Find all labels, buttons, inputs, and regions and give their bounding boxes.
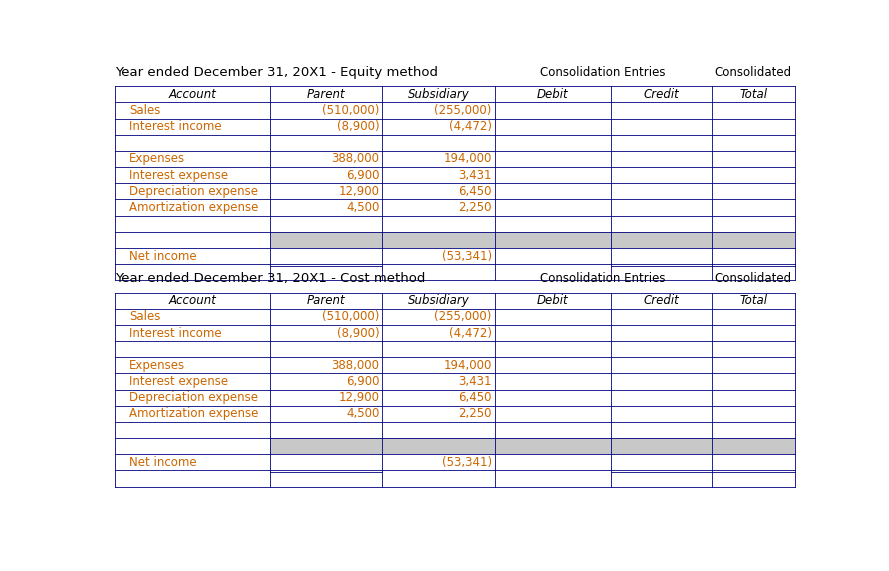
Text: 3,431: 3,431 <box>458 168 492 182</box>
Bar <box>115 216 795 232</box>
Bar <box>712 438 795 455</box>
Text: Debit: Debit <box>537 88 569 101</box>
Text: Depreciation expense: Depreciation expense <box>129 391 258 404</box>
Text: Debit: Debit <box>537 294 569 307</box>
Bar <box>712 232 795 248</box>
Bar <box>611 438 712 455</box>
Text: (53,341): (53,341) <box>442 456 492 469</box>
Text: Expenses: Expenses <box>129 359 185 372</box>
Bar <box>115 119 795 135</box>
Bar <box>270 232 382 248</box>
Bar <box>115 248 795 264</box>
Text: 388,000: 388,000 <box>332 152 380 166</box>
Bar <box>115 167 795 183</box>
Text: Parent: Parent <box>307 294 346 307</box>
Text: (4,472): (4,472) <box>449 327 492 340</box>
Bar <box>382 438 495 455</box>
Text: (53,341): (53,341) <box>442 250 492 263</box>
Text: 4,500: 4,500 <box>346 407 380 420</box>
Text: Expenses: Expenses <box>129 152 185 166</box>
Text: Amortization expense: Amortization expense <box>129 407 259 420</box>
Text: Consolidation Entries: Consolidation Entries <box>541 66 666 79</box>
Bar <box>382 232 495 248</box>
Text: 388,000: 388,000 <box>332 359 380 372</box>
Bar <box>115 102 795 119</box>
Text: (510,000): (510,000) <box>322 311 380 323</box>
Text: (255,000): (255,000) <box>434 311 492 323</box>
Text: (8,900): (8,900) <box>337 120 380 133</box>
Text: Subsidiary: Subsidiary <box>408 88 469 101</box>
Bar <box>115 199 795 216</box>
Text: Depreciation expense: Depreciation expense <box>129 185 258 198</box>
Text: Total: Total <box>740 88 767 101</box>
Text: Total: Total <box>740 294 767 307</box>
Text: 6,900: 6,900 <box>346 168 380 182</box>
Text: 4,500: 4,500 <box>346 201 380 214</box>
Text: Net income: Net income <box>129 250 196 263</box>
Text: 12,900: 12,900 <box>339 185 380 198</box>
Text: 6,450: 6,450 <box>458 391 492 404</box>
Text: Interest income: Interest income <box>129 120 221 133</box>
Text: Credit: Credit <box>644 294 679 307</box>
Bar <box>115 325 795 341</box>
Text: Credit: Credit <box>644 88 679 101</box>
Bar <box>115 389 795 406</box>
Text: (510,000): (510,000) <box>322 104 380 117</box>
Bar <box>115 406 795 422</box>
Text: Subsidiary: Subsidiary <box>408 294 469 307</box>
Text: Consolidated: Consolidated <box>715 272 792 285</box>
Text: Year ended December 31, 20X1 - Equity method: Year ended December 31, 20X1 - Equity me… <box>115 66 438 79</box>
Bar <box>115 341 795 357</box>
Text: (8,900): (8,900) <box>337 327 380 340</box>
Bar <box>115 455 795 471</box>
Text: Account: Account <box>169 294 216 307</box>
Bar <box>115 422 795 438</box>
Text: Net income: Net income <box>129 456 196 469</box>
Text: 6,900: 6,900 <box>346 375 380 388</box>
Bar <box>495 232 611 248</box>
Text: 6,450: 6,450 <box>458 185 492 198</box>
Text: 12,900: 12,900 <box>339 391 380 404</box>
Bar <box>270 438 382 455</box>
Text: (255,000): (255,000) <box>434 104 492 117</box>
Text: Consolidated: Consolidated <box>715 66 792 79</box>
Bar <box>495 438 611 455</box>
Bar <box>115 264 795 280</box>
Text: Account: Account <box>169 88 216 101</box>
Text: 2,250: 2,250 <box>458 201 492 214</box>
Text: Interest expense: Interest expense <box>129 375 228 388</box>
Text: Sales: Sales <box>129 104 160 117</box>
Text: (4,472): (4,472) <box>449 120 492 133</box>
Bar <box>115 151 795 167</box>
Bar <box>115 471 795 486</box>
Bar <box>115 232 270 248</box>
Text: Interest expense: Interest expense <box>129 168 228 182</box>
Bar <box>115 135 795 151</box>
Bar <box>115 357 795 373</box>
Text: Consolidation Entries: Consolidation Entries <box>541 272 666 285</box>
Bar <box>115 373 795 389</box>
Text: Sales: Sales <box>129 311 160 323</box>
Text: Interest income: Interest income <box>129 327 221 340</box>
Text: 3,431: 3,431 <box>458 375 492 388</box>
Text: 194,000: 194,000 <box>444 359 492 372</box>
Bar <box>115 438 270 455</box>
Bar <box>115 183 795 199</box>
Text: Amortization expense: Amortization expense <box>129 201 259 214</box>
Text: Parent: Parent <box>307 88 346 101</box>
Text: Year ended December 31, 20X1 - Cost method: Year ended December 31, 20X1 - Cost meth… <box>115 272 425 285</box>
Text: 2,250: 2,250 <box>458 407 492 420</box>
Bar <box>611 232 712 248</box>
Bar <box>115 309 795 325</box>
Text: 194,000: 194,000 <box>444 152 492 166</box>
